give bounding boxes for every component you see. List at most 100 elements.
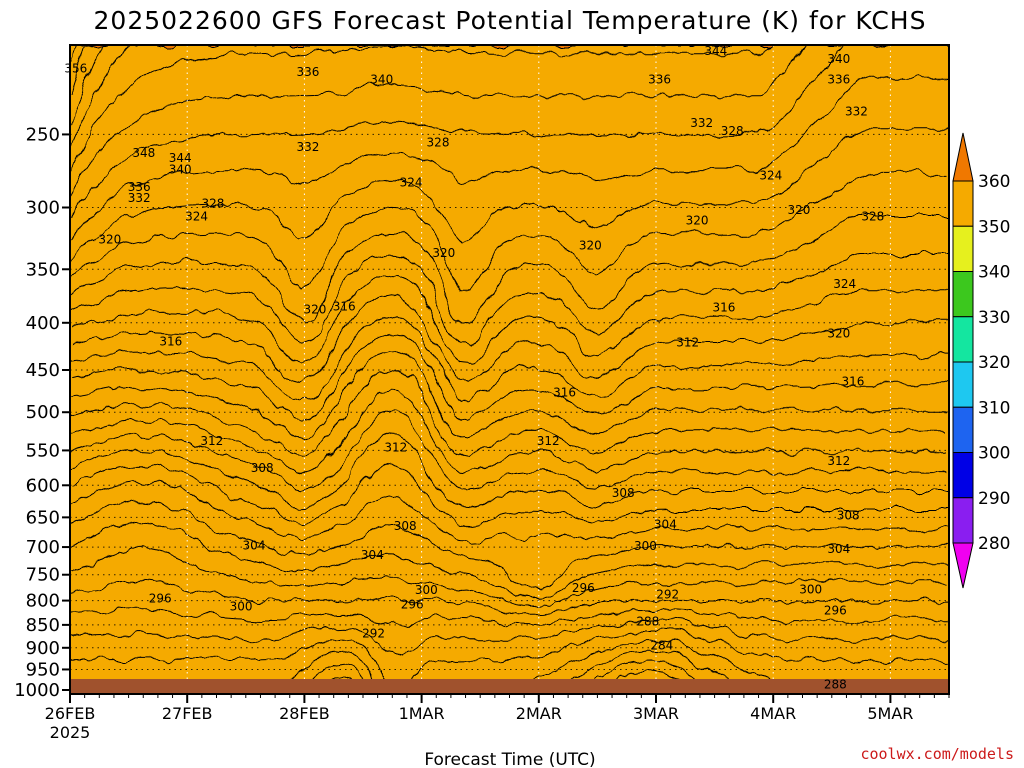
- contour-label: 320: [579, 239, 602, 253]
- contour-line-322: [70, 331, 949, 421]
- contour-label: 320: [788, 203, 811, 217]
- contour-label: 324: [833, 277, 856, 291]
- contour-label: 340: [827, 52, 850, 66]
- y-tick-label: 700: [26, 537, 60, 558]
- colorbar-segment-340-350: [952, 271, 974, 318]
- y-tick-label: 750: [26, 565, 60, 586]
- x-axis-year-label: 2025: [50, 723, 91, 742]
- y-tick-label: 650: [26, 507, 60, 528]
- credit-text: coolwx.com/models: [860, 745, 1014, 763]
- x-tick-label: 4MAR: [750, 704, 796, 723]
- contour-label: 288: [824, 677, 847, 691]
- x-axis-label: Forecast Time (UTC): [424, 750, 595, 768]
- x-tick-label: 5MAR: [867, 704, 913, 723]
- contour-label: 328: [721, 124, 744, 138]
- y-tick-label: 1000: [14, 680, 60, 701]
- contour-label: 296: [401, 598, 424, 612]
- contour-label: 328: [202, 196, 225, 210]
- contour-label: 328: [427, 135, 450, 149]
- contour-line-300: [70, 579, 949, 615]
- y-tick-label: 500: [26, 402, 60, 423]
- x-tick-label: 28FEB: [279, 704, 330, 723]
- contour-label: 340: [370, 73, 393, 87]
- contour-label: 344: [169, 151, 192, 165]
- y-tick-label: 300: [26, 197, 60, 218]
- contour-label: 304: [827, 542, 850, 556]
- contour-label: 300: [230, 600, 253, 614]
- contour-line-338: [70, 77, 949, 241]
- x-tick-label: 3MAR: [633, 704, 679, 723]
- contour-line-318: [70, 369, 949, 457]
- contour-label: 312: [676, 335, 699, 349]
- contour-label: 344: [704, 44, 727, 58]
- contour-label: 304: [361, 548, 384, 562]
- ground-terrain: [70, 679, 949, 694]
- filled-contours: [60, 35, 959, 694]
- contour-lines: [70, 45, 949, 694]
- contour-label: 340: [169, 163, 192, 177]
- contour-line-298: [70, 609, 949, 627]
- contour-label: 304: [654, 518, 677, 532]
- contour-label: 336: [128, 180, 151, 194]
- y-axis: 2503003504004505005506006507007508008509…: [14, 124, 70, 701]
- contour-label: 312: [384, 440, 407, 454]
- fill-band-above-360: [60, 35, 959, 45]
- colorbar-segment-330-340: [952, 316, 974, 363]
- colorbar-segment-300-310: [952, 452, 974, 499]
- contour-line-314: [70, 409, 949, 491]
- x-tick-label: 2MAR: [516, 704, 562, 723]
- contour-label: 304: [243, 538, 266, 552]
- fill-band-360: [70, 45, 949, 694]
- y-tick-label: 550: [26, 440, 60, 461]
- contour-label: 312: [537, 434, 560, 448]
- colorbar-tick-label: 340: [978, 263, 1010, 283]
- contour-line-342: [70, 45, 949, 198]
- x-tick-label: 26FEB: [45, 704, 96, 723]
- colorbar-tick-label: 290: [978, 489, 1010, 509]
- contour-label: 312: [200, 434, 223, 448]
- colorbar-tick-label: 310: [978, 398, 1010, 418]
- colorbar-arrow-bottom: [952, 542, 974, 589]
- contour-label: 324: [185, 210, 208, 224]
- contour-label: 316: [553, 386, 576, 400]
- colorbar-tick-label: 300: [978, 444, 1010, 464]
- x-axis: 26FEB 27FEB 28FEB 1MAR 2MAR 3MAR 4MAR 5MAR: [45, 694, 950, 723]
- contour-label: 336: [296, 65, 319, 79]
- contour-line-312: [70, 433, 949, 508]
- contour-label: 284: [650, 639, 673, 653]
- y-tick-label: 600: [26, 475, 60, 496]
- colorbar-segment-360-undefined: [952, 180, 974, 227]
- contour-label: 320: [303, 303, 326, 317]
- colorbar-segment-310-320: [952, 406, 974, 453]
- contour-label: 320: [98, 233, 121, 247]
- contour-label: 300: [415, 583, 438, 597]
- contour-line-306: [70, 499, 949, 590]
- contour-label: 288: [636, 615, 659, 629]
- contour-label: 312: [827, 454, 850, 468]
- y-tick-label: 350: [26, 259, 60, 280]
- contour-label: 300: [799, 582, 822, 596]
- contour-line-340: [70, 45, 949, 220]
- colorbar-tick-label: 350: [978, 217, 1010, 237]
- contour-label: 308: [612, 486, 635, 500]
- contour-line-330: [70, 253, 949, 344]
- contour-label: 296: [149, 592, 172, 606]
- contour-label: 292: [656, 588, 679, 602]
- colorbar: 280 290 300 310 320 330 340 350 360: [952, 132, 1010, 589]
- contour-label: 356: [64, 61, 87, 75]
- x-tick-label: 27FEB: [162, 704, 213, 723]
- y-tick-label: 800: [26, 591, 60, 612]
- contour-line-294: [70, 630, 949, 694]
- contour-line-344: [70, 45, 949, 175]
- contour-line-320: [70, 350, 949, 439]
- contour-line-310: [70, 462, 949, 525]
- contour-line-326: [70, 294, 949, 383]
- contour-line-302: [70, 547, 949, 607]
- y-tick-label: 250: [26, 124, 60, 145]
- contour-label: 308: [251, 461, 274, 475]
- chart-title: 2025022600 GFS Forecast Potential Temper…: [94, 6, 927, 35]
- contour-line-296: [70, 620, 949, 656]
- contour-label: 332: [690, 116, 713, 130]
- contour-line-328: [70, 274, 949, 364]
